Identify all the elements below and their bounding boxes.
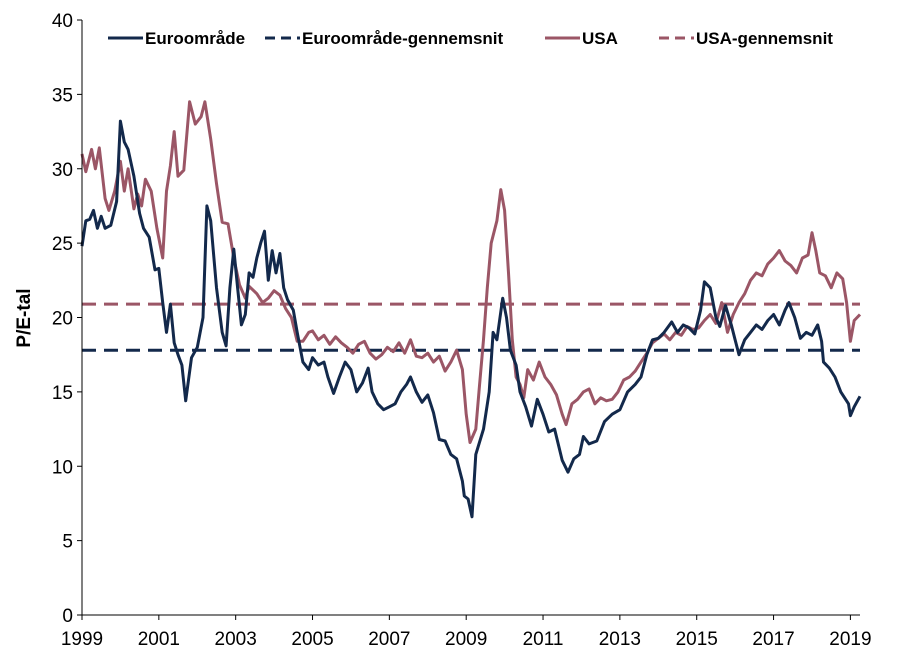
y-tick-label: 20 xyxy=(52,309,73,330)
y-tick-label: 25 xyxy=(52,234,73,255)
y-tick-label: 30 xyxy=(52,160,73,181)
y-tick-label: 5 xyxy=(62,532,73,553)
x-tick-label: 2011 xyxy=(523,629,564,650)
series-line-usa xyxy=(80,100,862,444)
x-tick-label: 2013 xyxy=(599,629,641,650)
x-tick-label: 2019 xyxy=(829,629,871,650)
legend-label: Euroområde xyxy=(145,29,245,48)
y-tick-label: 35 xyxy=(52,85,73,106)
x-tick-label: 2015 xyxy=(676,629,718,650)
x-tick-label: 2003 xyxy=(215,629,257,650)
x-tick-label: 2009 xyxy=(445,629,487,650)
legend-label: USA xyxy=(582,29,618,48)
y-tick-label: 40 xyxy=(52,11,73,32)
legend-label: Euroområde-gennemsnit xyxy=(302,29,504,48)
x-tick-label: 2001 xyxy=(138,629,180,650)
series-layer xyxy=(80,100,862,519)
x-tick-label: 2007 xyxy=(368,629,410,650)
legend: Euroområde Euroområde-gennemsnit USA USA-ge… xyxy=(108,29,833,48)
y-axis-label: P/E-tal xyxy=(14,288,35,347)
y-tick-label: 15 xyxy=(52,383,73,404)
x-tick-label: 2017 xyxy=(752,629,794,650)
x-tick-label: 2005 xyxy=(291,629,333,650)
y-tick-label: 0 xyxy=(62,606,73,627)
legend-label: USA-gennemsnit xyxy=(696,29,833,48)
x-tick-label: 1999 xyxy=(61,629,103,650)
axes-layer: 0 5 10 15 20 25 30 35 40 1999 2001 2003 2005 2007 2009… xyxy=(52,11,872,650)
series-line-euroomr-de xyxy=(80,119,862,519)
y-tick-label: 10 xyxy=(52,457,73,478)
